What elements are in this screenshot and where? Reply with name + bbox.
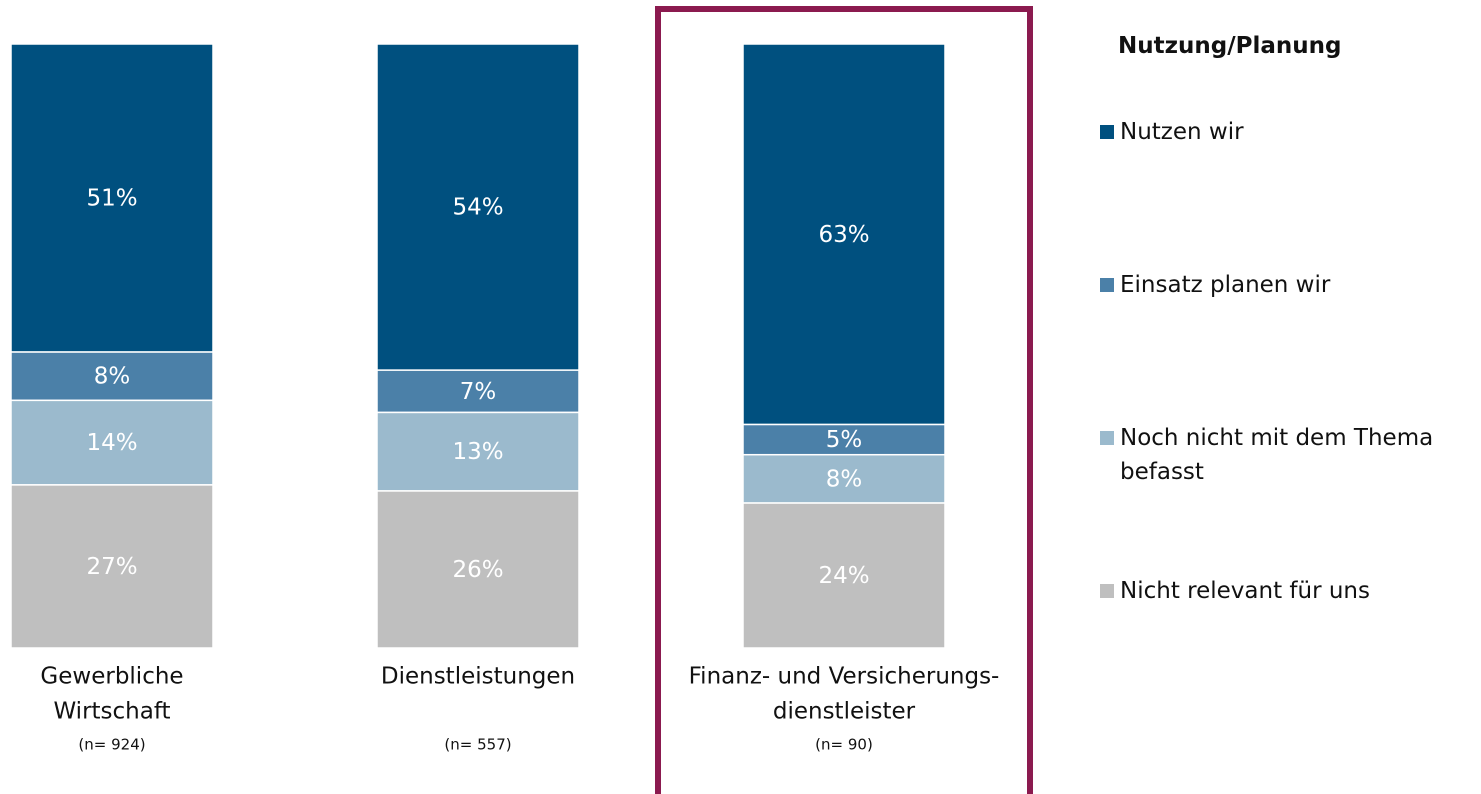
- legend-title: Nutzung/Planung: [1118, 33, 1342, 59]
- category-label: Gewerbliche: [40, 664, 183, 690]
- data-label: 54%: [452, 195, 503, 221]
- highlight-box: [655, 6, 1033, 794]
- data-label: 26%: [452, 557, 503, 583]
- legend-swatch: [1100, 584, 1114, 598]
- legend-item: Einsatz planen wir: [1098, 268, 1458, 302]
- bar-segment: [10, 399, 214, 486]
- data-label: 63%: [818, 222, 869, 248]
- bar-segment: [376, 43, 580, 371]
- category-label: Finanz- und Versicherungs-: [689, 664, 1000, 690]
- sample-size: (n= 924): [78, 736, 145, 754]
- legend-swatch: [1100, 125, 1114, 139]
- legend: Nutzung/Planung Nutzen wir Einsatz planen…: [1098, 28, 1478, 604]
- legend-label: Noch nicht mit dem Thema befasst: [1120, 425, 1434, 485]
- category-label: Dienstleistungen: [381, 664, 575, 690]
- bar-segment: [10, 351, 214, 402]
- legend-label: Nicht relevant für uns: [1120, 578, 1370, 604]
- chart: 51% 8% 14% 27% Gewerbliche Wirtschaft (n= 924)…: [10, 6, 1033, 794]
- sample-size: (n= 557): [444, 736, 511, 754]
- legend-item: Nutzen wir: [1098, 115, 1458, 149]
- data-label: 13%: [452, 439, 503, 465]
- bar-segment: [376, 490, 580, 649]
- bar-segment: [10, 43, 214, 353]
- bar-segment: [742, 453, 946, 504]
- data-label: 8%: [94, 364, 131, 390]
- legend-swatch: [1100, 278, 1114, 292]
- data-label: 27%: [86, 554, 137, 580]
- data-label: 24%: [818, 563, 869, 589]
- bar-segment: [376, 369, 580, 414]
- data-label: 7%: [460, 379, 497, 405]
- bar-segment: [10, 484, 214, 649]
- data-label: 8%: [826, 466, 863, 492]
- data-label: 51%: [86, 186, 137, 212]
- legend-label: Nutzen wir: [1120, 119, 1244, 145]
- legend-swatch: [1100, 431, 1114, 445]
- sample-size: (n= 90): [815, 736, 873, 754]
- legend-item: Nicht relevant für uns: [1098, 574, 1458, 608]
- legend-label: Einsatz planen wir: [1120, 272, 1331, 298]
- data-label: 5%: [826, 427, 863, 453]
- bar-segment: [742, 423, 946, 456]
- legend-item: Noch nicht mit dem Thema befasst: [1098, 421, 1458, 489]
- data-label: 14%: [86, 430, 137, 456]
- category-label: dienstleister: [773, 699, 916, 725]
- bar-segment: [742, 502, 946, 649]
- category-label: Wirtschaft: [53, 699, 170, 725]
